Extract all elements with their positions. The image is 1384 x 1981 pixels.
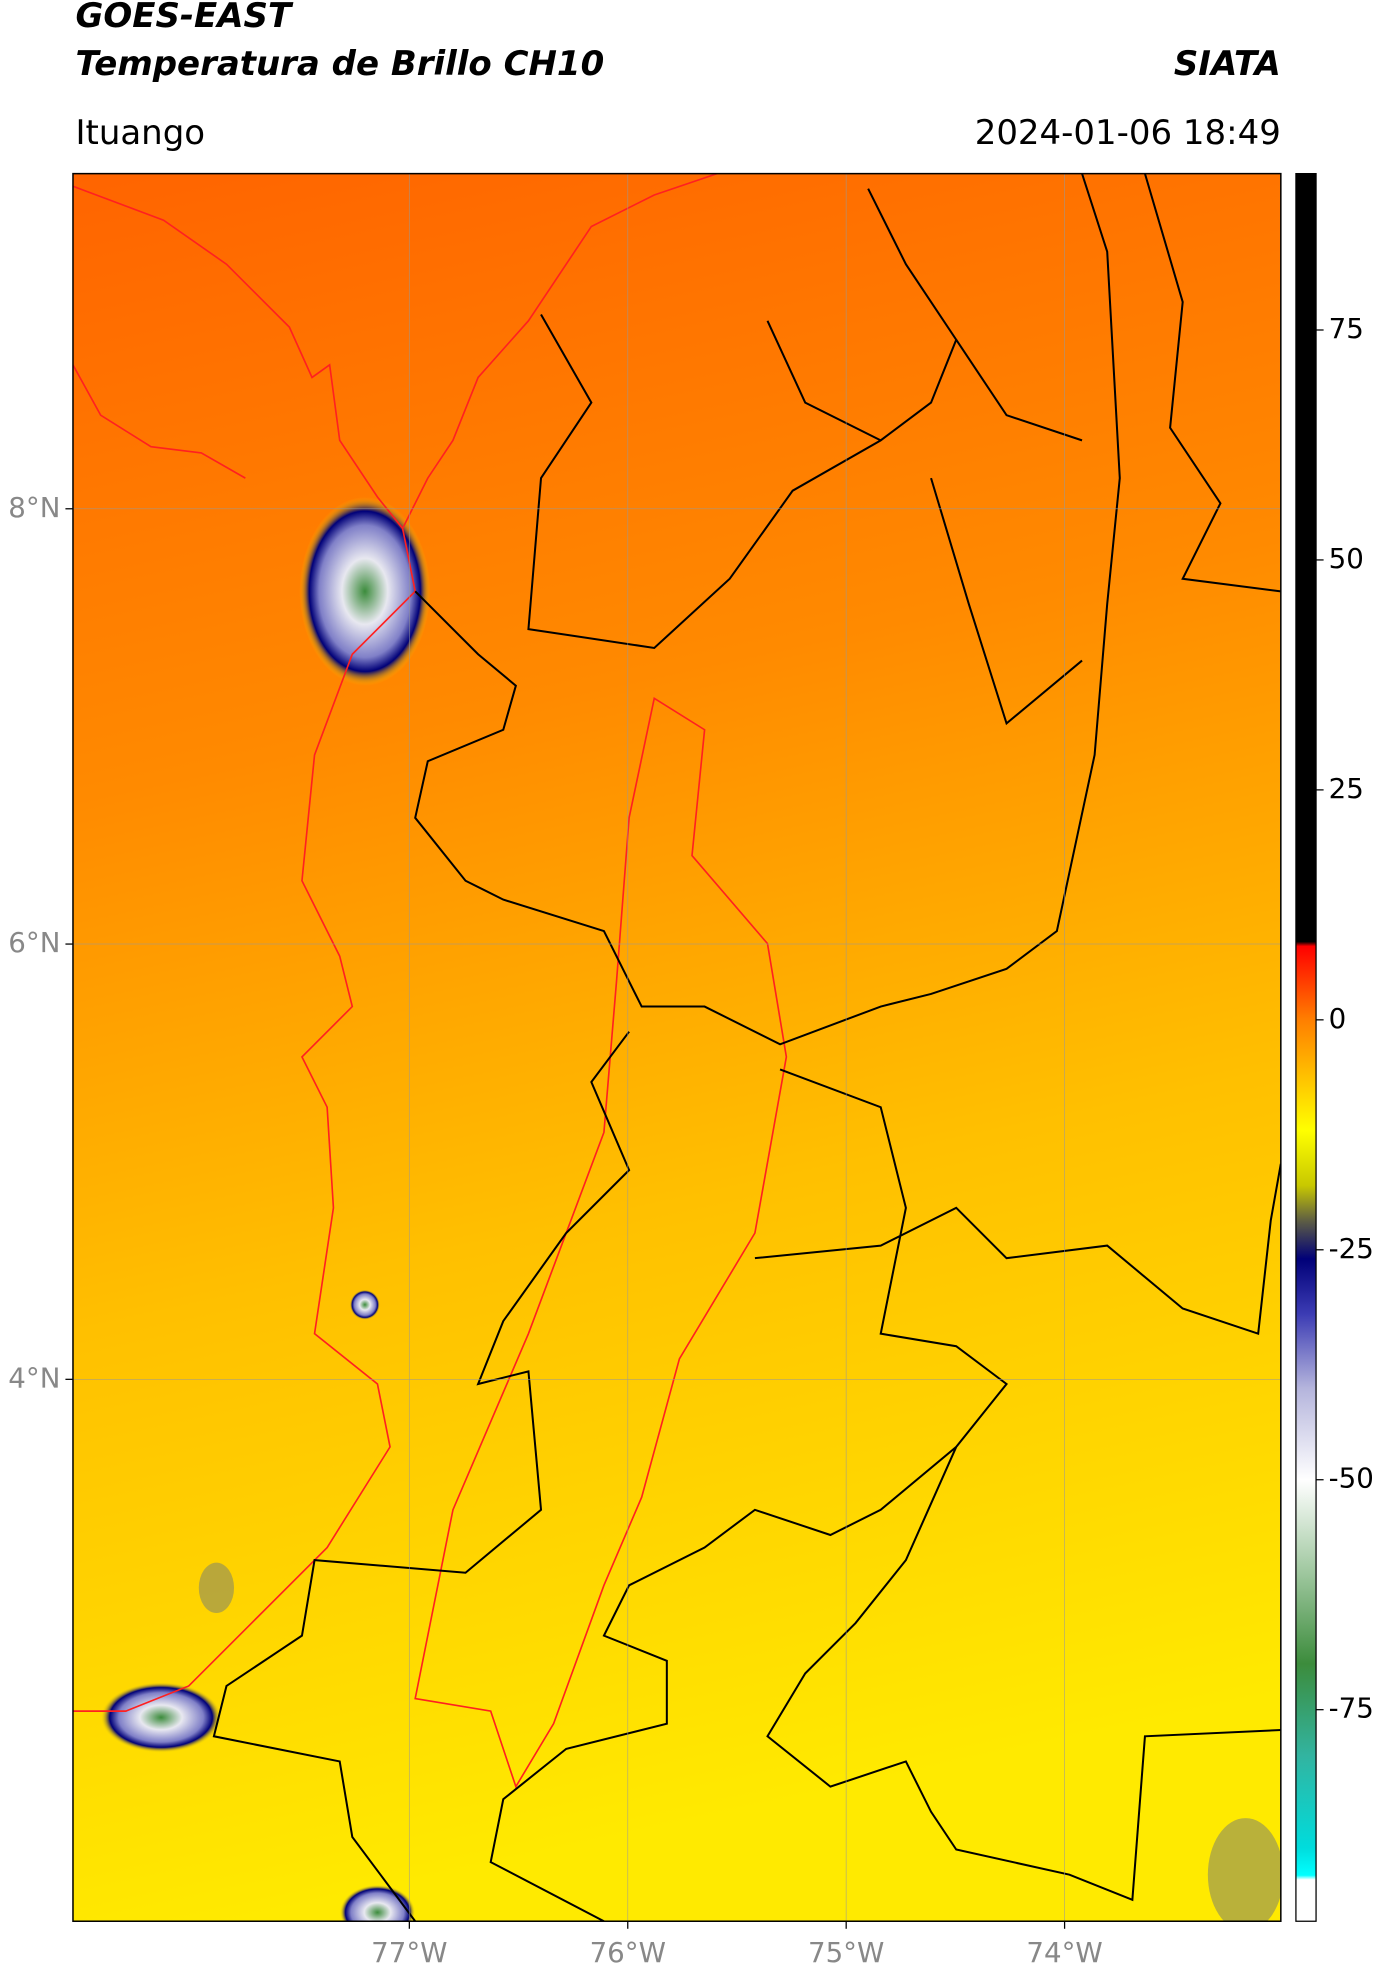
department-border <box>414 696 788 1789</box>
cloud <box>198 1562 235 1613</box>
colorbar-tick-label: -50 <box>1329 1462 1374 1495</box>
cloud <box>100 1682 222 1753</box>
department-border <box>212 173 1281 1922</box>
cloud <box>1207 1818 1281 1922</box>
cloud <box>349 1289 380 1320</box>
colorbar-tick-label: 25 <box>1329 772 1364 805</box>
grid <box>72 173 1281 1922</box>
datetime: 2024-01-06 18:49 <box>975 113 1281 153</box>
x-tick-label: 76°W <box>590 1936 666 1969</box>
location: Ituango <box>75 113 205 153</box>
colorbar-tick-label: -25 <box>1329 1232 1374 1265</box>
cloud <box>299 496 431 686</box>
colorbar-tick-label: 75 <box>1329 312 1364 345</box>
y-tick-label: 4°N <box>8 1361 60 1394</box>
coastline <box>72 173 718 1712</box>
colorbar-tick-label: -75 <box>1329 1692 1374 1725</box>
source: SIATA <box>1174 44 1281 84</box>
x-tick-label: 75°W <box>808 1936 884 1969</box>
title: GOES-EAST <box>75 0 293 36</box>
x-tick-label: 77°W <box>371 1936 447 1969</box>
colorbar-tick-label: 50 <box>1329 542 1364 575</box>
y-tick-label: 8°N <box>8 491 60 524</box>
colorbar <box>1295 172 1317 1922</box>
map-frame <box>72 172 1282 1922</box>
cloud <box>339 1884 416 1922</box>
map <box>72 173 1281 1922</box>
y-tick-label: 6°N <box>8 926 60 959</box>
x-tick-label: 74°W <box>1026 1936 1102 1969</box>
colorbar-tick-label: 0 <box>1329 1002 1347 1035</box>
subtitle: Temperatura de Brillo CH10 <box>75 44 604 84</box>
map-field <box>72 173 1281 1922</box>
